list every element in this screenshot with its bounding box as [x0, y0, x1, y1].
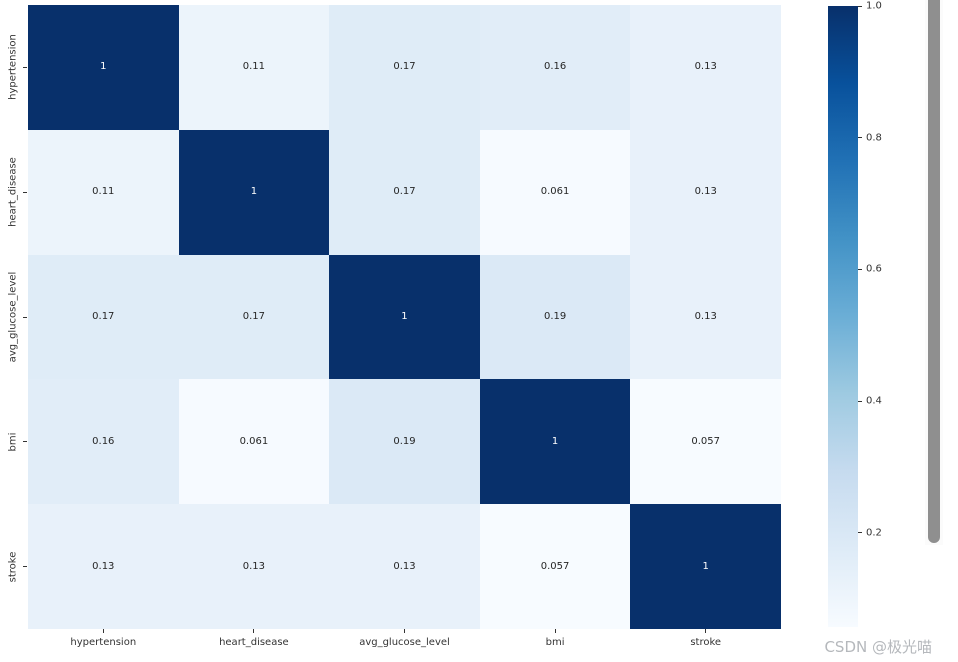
y-tick-mark [23, 316, 27, 318]
x-tick-mark [253, 629, 255, 633]
heatmap-cell: 0.13 [630, 5, 781, 130]
heatmap-cell: 0.16 [28, 379, 179, 505]
heatmap-cell: 0.11 [178, 5, 330, 130]
heatmap-cell: 0.13 [28, 504, 179, 629]
colorbar-tick-label: 1.0 [866, 0, 882, 12]
heatmap-cell: 0.13 [329, 504, 480, 629]
colorbar-tick-mark [858, 532, 862, 534]
y-tick-mark [23, 441, 27, 443]
heatmap-cell: 0.16 [479, 5, 631, 130]
x-tick-label: bmi [545, 637, 565, 648]
heatmap-cell: 0.17 [178, 254, 330, 380]
x-tick-mark [404, 629, 405, 633]
colorbar-tick-label: 0.8 [866, 132, 882, 144]
heatmap-cell: 1 [178, 129, 330, 255]
heatmap-cell: 0.057 [630, 379, 781, 505]
heatmap-cell: 0.13 [630, 254, 781, 380]
y-tick-label: avg_glucose_level [7, 271, 19, 363]
x-tick-mark [554, 629, 556, 633]
colorbar-tick-label: 0.2 [866, 527, 882, 539]
heatmap-cell: 0.17 [329, 129, 480, 255]
heatmap-cell: 0.13 [630, 129, 781, 255]
x-tick-mark [102, 629, 104, 633]
heatmap-cell: 0.057 [479, 504, 631, 629]
x-tick-label: heart_disease [219, 637, 289, 648]
heatmap-cell: 0.13 [178, 504, 330, 629]
scrollbar-thumb[interactable] [928, 0, 940, 543]
heatmap-cell: 0.17 [28, 254, 179, 380]
colorbar-tick-label: 0.4 [866, 395, 882, 407]
heatmap-cell: 0.061 [178, 379, 330, 505]
x-tick-mark [705, 629, 707, 633]
heatmap-cell: 1 [329, 254, 480, 380]
x-tick-label: avg_glucose_level [359, 637, 450, 648]
heatmap-cell: 1 [630, 504, 781, 629]
colorbar [828, 6, 858, 627]
heatmap-cell: 0.11 [28, 129, 179, 255]
heatmap-cell: 1 [28, 5, 179, 130]
heatmap-cell: 0.19 [329, 379, 480, 505]
y-tick-mark [23, 191, 27, 193]
watermark: CSDN @极光喵 [824, 638, 932, 656]
colorbar-tick-mark [858, 5, 862, 7]
y-tick-label: stroke [7, 551, 19, 582]
heatmap-cell: 0.19 [479, 254, 631, 380]
colorbar-tick-label: 0.6 [866, 263, 882, 275]
heatmap-cell: 1 [479, 379, 631, 505]
heatmap-cell: 0.061 [479, 129, 631, 255]
colorbar-tick-mark [858, 137, 862, 139]
colorbar-tick-mark [858, 400, 862, 402]
y-tick-label: hypertension [7, 34, 19, 101]
y-tick-mark [23, 66, 27, 68]
y-tick-label: bmi [7, 432, 19, 452]
x-tick-label: stroke [690, 637, 722, 648]
y-tick-label: heart_disease [7, 157, 19, 228]
heatmap-plot-area: 1 0.11 0.17 0.16 0.13 0.11 1 0.17 0.061 0.13 0.17 0… [28, 5, 781, 629]
heatmap-cell: 0.17 [329, 5, 480, 130]
colorbar-tick-mark [858, 268, 862, 270]
x-tick-label: hypertension [70, 637, 137, 648]
y-tick-mark [23, 566, 27, 568]
